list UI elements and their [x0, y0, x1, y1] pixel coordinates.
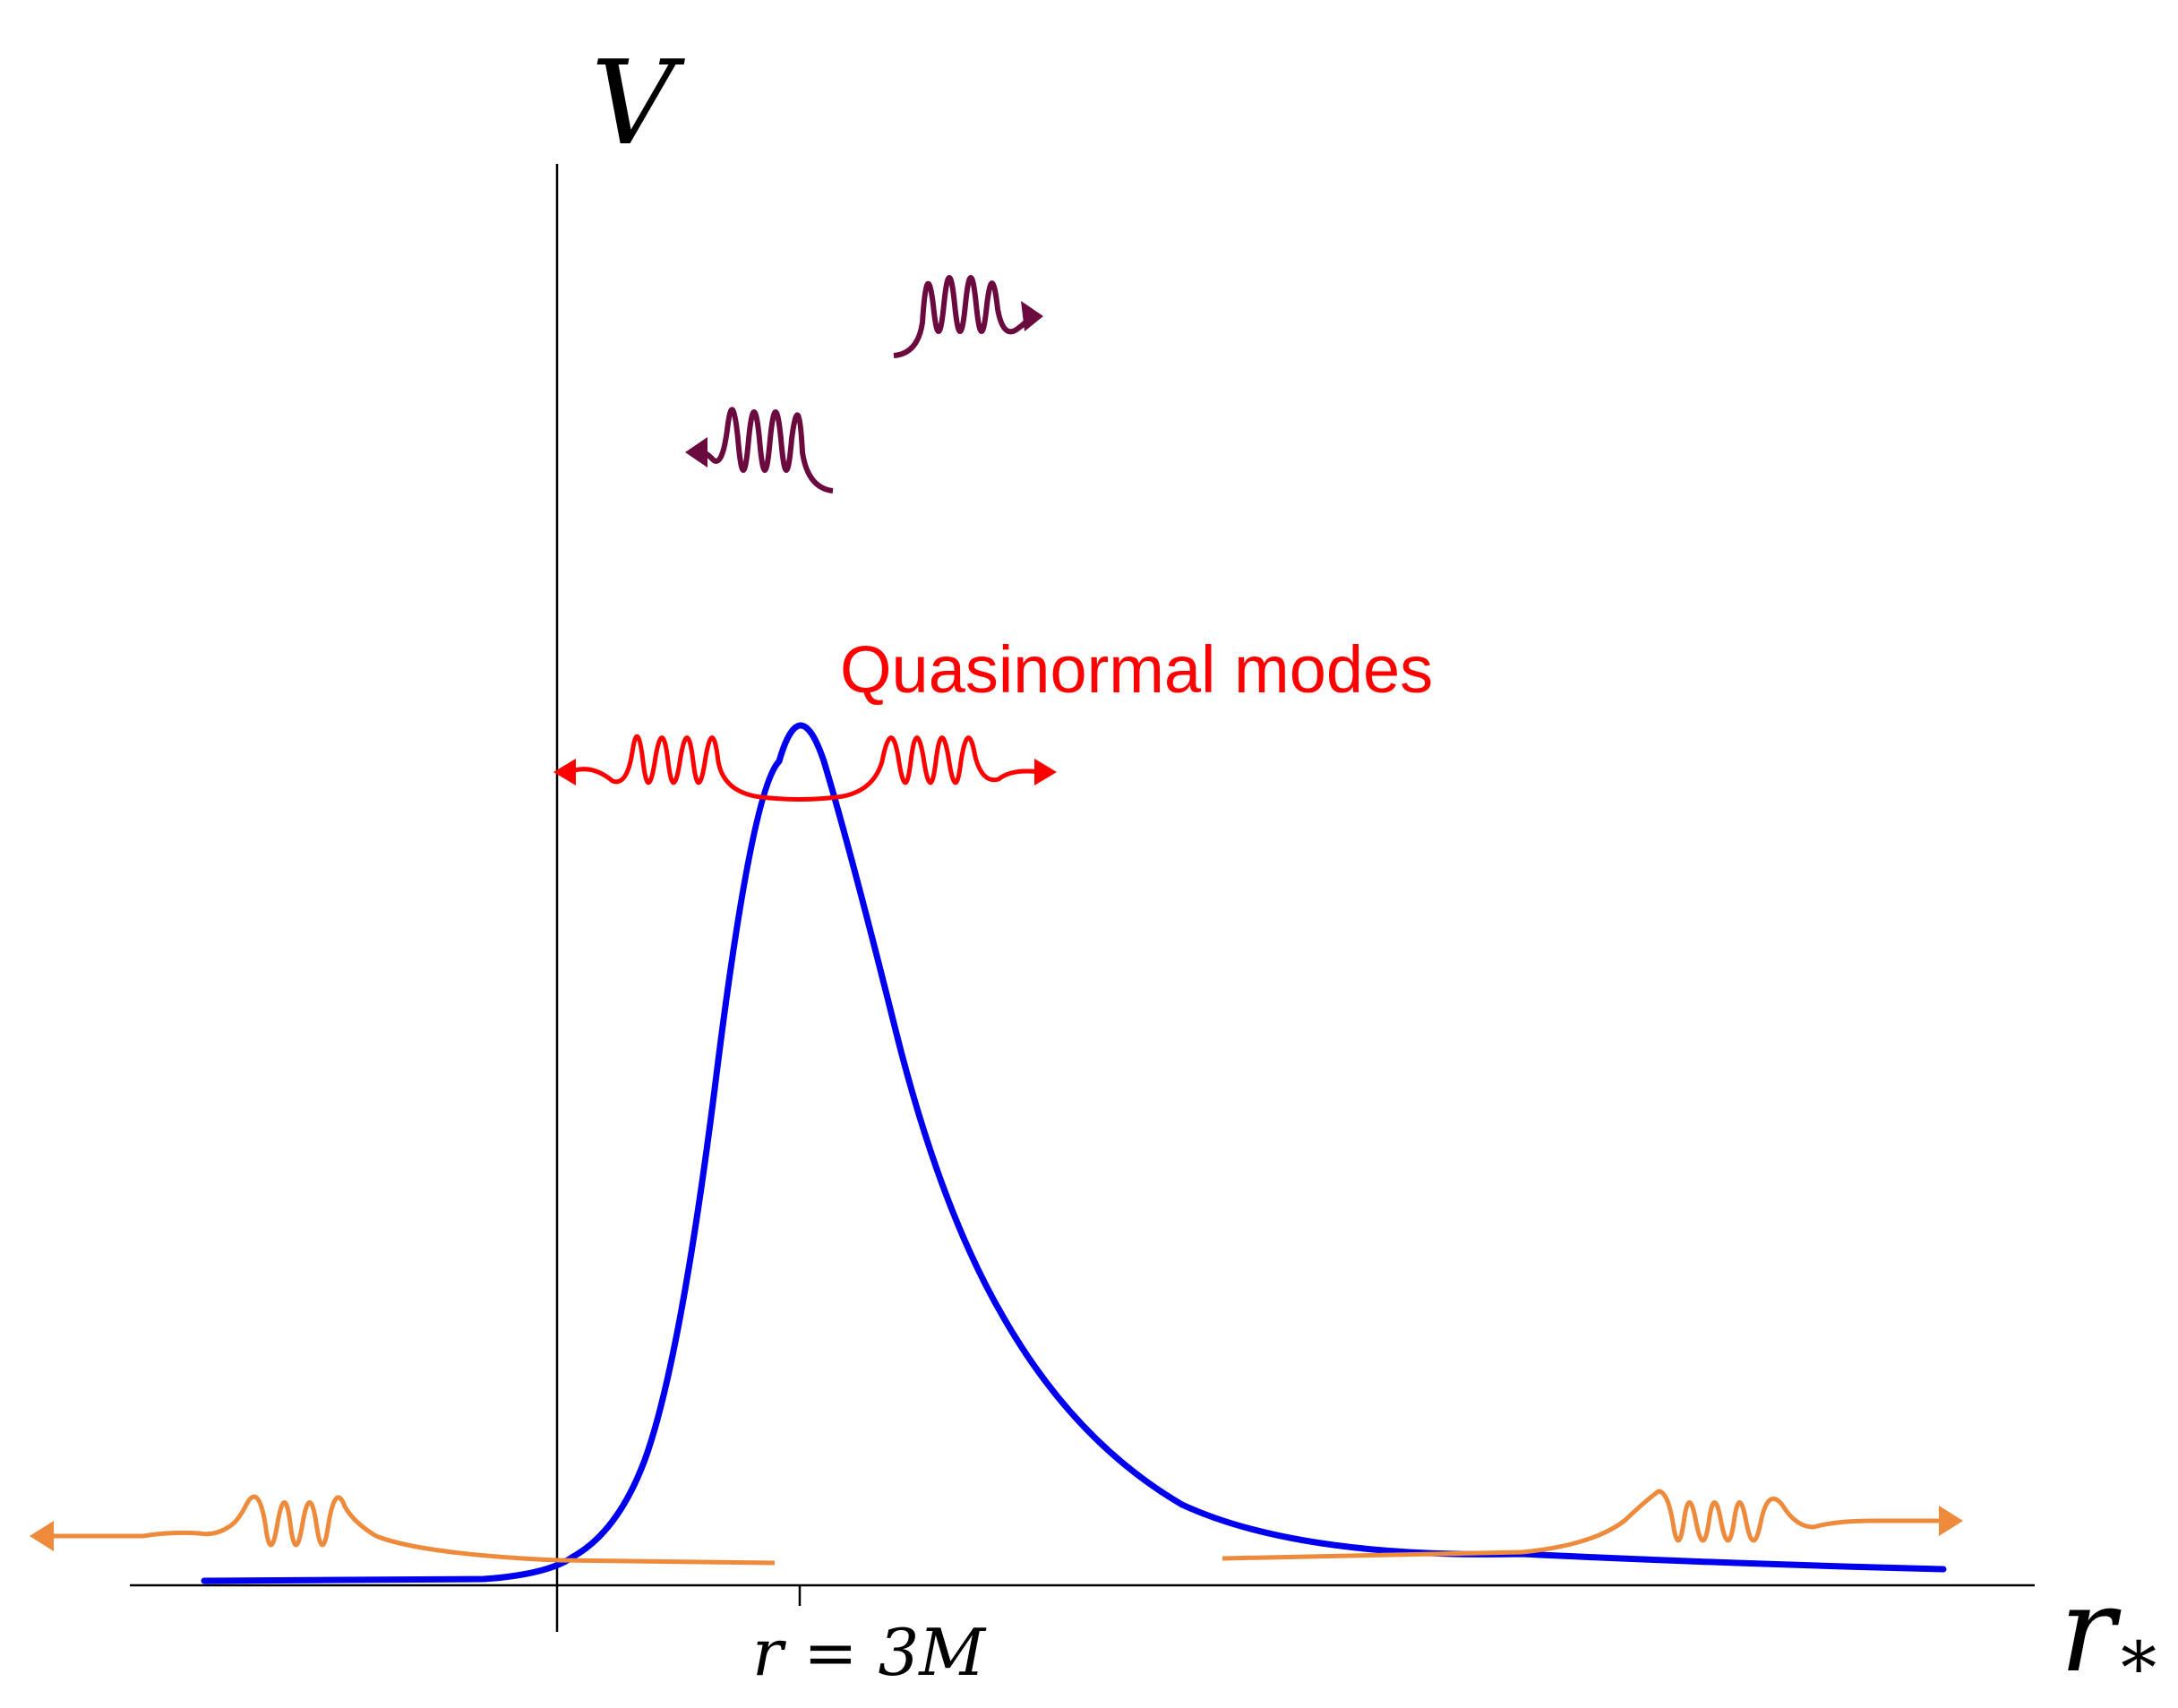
qnm-arrow-right-icon — [1034, 759, 1057, 785]
qnm-wave — [569, 734, 1042, 802]
incident-arrow-right-icon — [1021, 301, 1043, 331]
potential-curve — [201, 722, 1947, 1584]
incident-arrow-left-icon — [685, 437, 707, 468]
outgoing-packet-left — [54, 1494, 558, 1563]
outgoing-arrow-left-icon — [30, 1521, 54, 1551]
outgoing-baseline-left — [556, 1558, 776, 1566]
qnm-arrow-left-icon — [553, 759, 576, 785]
x-axis-label: r* — [2060, 1562, 2157, 1708]
qnm-caption: Quasinormal modes — [840, 632, 1433, 707]
y-axis-label: V — [591, 35, 685, 171]
incident-packet-right — [893, 275, 1034, 358]
peak-tick-label: r = 3M — [752, 1615, 987, 1690]
incident-packet-left — [696, 407, 834, 494]
outgoing-baseline-right — [1222, 1549, 1523, 1561]
x-axis-label-subscript: * — [2121, 1626, 2157, 1708]
outgoing-arrow-right-icon — [1939, 1506, 1963, 1536]
outgoing-packet-right — [1522, 1489, 1939, 1555]
